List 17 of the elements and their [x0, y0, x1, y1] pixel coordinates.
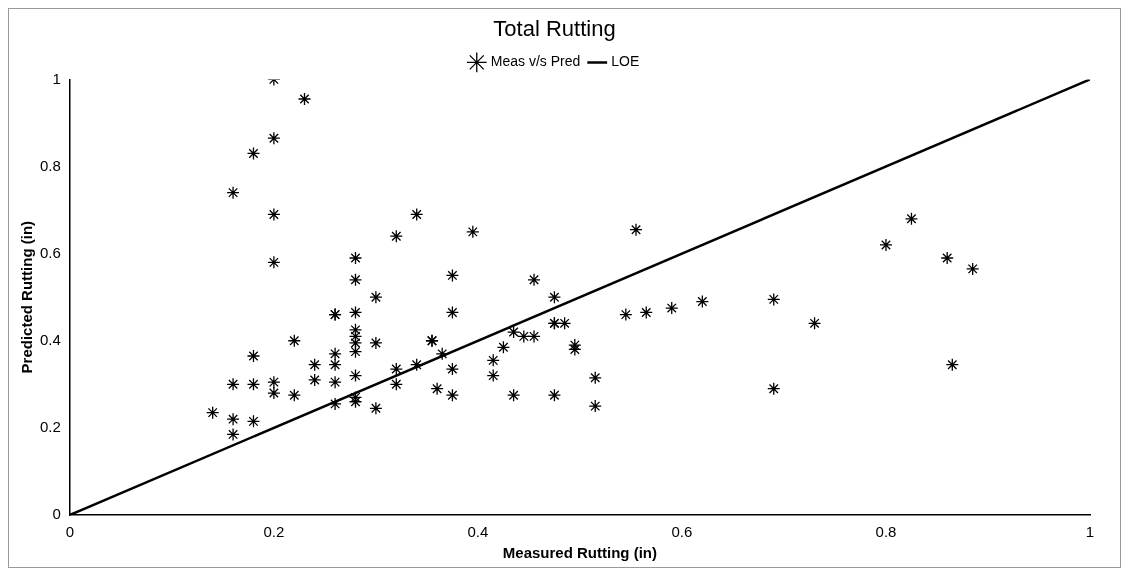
- x-tick-label: 0.6: [671, 523, 693, 541]
- legend-label: LOE: [611, 53, 640, 70]
- y-tick-label: 0.2: [39, 418, 61, 436]
- y-tick-label: 1: [52, 69, 61, 87]
- y-tick-label: 0.6: [39, 243, 61, 261]
- x-tick-label: 0: [65, 523, 75, 541]
- y-tick-label: 0.4: [39, 330, 61, 348]
- y-tick-label: 0: [52, 505, 61, 523]
- y-axis-title: Predicted Rutting (in): [18, 220, 36, 374]
- chart-title: Total Rutting: [493, 16, 616, 42]
- x-tick-label: 1: [1085, 523, 1095, 541]
- x-tick-label: 0.4: [467, 523, 489, 541]
- x-tick-label: 0.8: [875, 523, 897, 541]
- x-axis-title: Measured Rutting (in): [502, 544, 658, 562]
- y-tick-label: 0.8: [39, 156, 61, 174]
- legend-label: Meas v/s Pred: [490, 53, 581, 70]
- x-tick-label: 0.2: [263, 523, 285, 541]
